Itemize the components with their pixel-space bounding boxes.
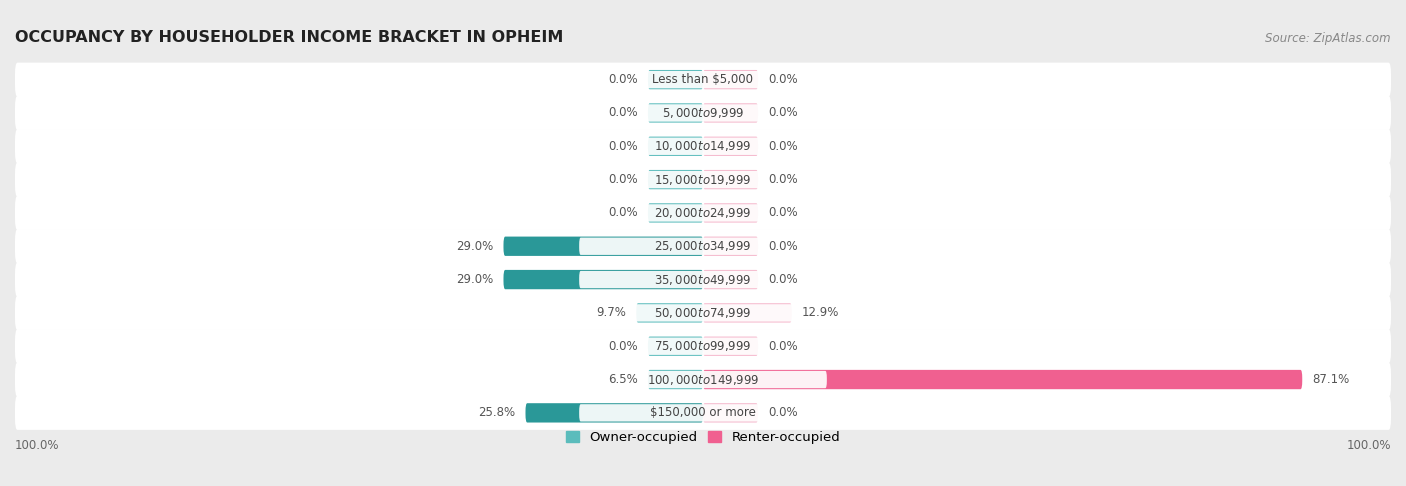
FancyBboxPatch shape <box>579 171 827 188</box>
FancyBboxPatch shape <box>15 196 1391 230</box>
FancyBboxPatch shape <box>15 363 1391 397</box>
FancyBboxPatch shape <box>579 271 827 288</box>
FancyBboxPatch shape <box>579 371 827 388</box>
Text: 0.0%: 0.0% <box>768 240 799 253</box>
Text: $75,000 to $99,999: $75,000 to $99,999 <box>654 339 752 353</box>
Text: 0.0%: 0.0% <box>607 173 638 186</box>
Text: 0.0%: 0.0% <box>768 406 799 419</box>
FancyBboxPatch shape <box>579 404 827 421</box>
FancyBboxPatch shape <box>579 104 827 122</box>
FancyBboxPatch shape <box>579 204 827 222</box>
FancyBboxPatch shape <box>703 370 1302 389</box>
Text: $25,000 to $34,999: $25,000 to $34,999 <box>654 239 752 253</box>
Text: OCCUPANCY BY HOUSEHOLDER INCOME BRACKET IN OPHEIM: OCCUPANCY BY HOUSEHOLDER INCOME BRACKET … <box>15 30 564 45</box>
Text: $150,000 or more: $150,000 or more <box>650 406 756 419</box>
FancyBboxPatch shape <box>703 303 792 323</box>
FancyBboxPatch shape <box>648 137 703 156</box>
FancyBboxPatch shape <box>579 338 827 355</box>
Text: 0.0%: 0.0% <box>607 340 638 353</box>
FancyBboxPatch shape <box>503 237 703 256</box>
FancyBboxPatch shape <box>15 296 1391 330</box>
FancyBboxPatch shape <box>703 336 758 356</box>
FancyBboxPatch shape <box>703 137 758 156</box>
FancyBboxPatch shape <box>703 170 758 189</box>
FancyBboxPatch shape <box>648 203 703 223</box>
FancyBboxPatch shape <box>579 71 827 88</box>
FancyBboxPatch shape <box>15 229 1391 263</box>
Text: 0.0%: 0.0% <box>607 73 638 86</box>
FancyBboxPatch shape <box>703 70 758 89</box>
Text: $20,000 to $24,999: $20,000 to $24,999 <box>654 206 752 220</box>
Text: 29.0%: 29.0% <box>456 240 494 253</box>
Text: 0.0%: 0.0% <box>768 207 799 219</box>
Text: 0.0%: 0.0% <box>607 140 638 153</box>
FancyBboxPatch shape <box>579 304 827 322</box>
FancyBboxPatch shape <box>648 170 703 189</box>
Text: 0.0%: 0.0% <box>768 140 799 153</box>
Text: 0.0%: 0.0% <box>768 73 799 86</box>
FancyBboxPatch shape <box>15 63 1391 97</box>
Text: $50,000 to $74,999: $50,000 to $74,999 <box>654 306 752 320</box>
FancyBboxPatch shape <box>15 262 1391 296</box>
Text: $15,000 to $19,999: $15,000 to $19,999 <box>654 173 752 187</box>
FancyBboxPatch shape <box>579 238 827 255</box>
Text: Less than $5,000: Less than $5,000 <box>652 73 754 86</box>
FancyBboxPatch shape <box>703 203 758 223</box>
Text: 87.1%: 87.1% <box>1313 373 1350 386</box>
Text: 100.0%: 100.0% <box>15 439 59 452</box>
Text: $5,000 to $9,999: $5,000 to $9,999 <box>662 106 744 120</box>
Text: 0.0%: 0.0% <box>768 106 799 120</box>
FancyBboxPatch shape <box>15 129 1391 163</box>
FancyBboxPatch shape <box>648 336 703 356</box>
FancyBboxPatch shape <box>648 104 703 122</box>
Text: 0.0%: 0.0% <box>768 273 799 286</box>
Text: 12.9%: 12.9% <box>801 306 839 319</box>
FancyBboxPatch shape <box>15 396 1391 430</box>
Text: 0.0%: 0.0% <box>607 207 638 219</box>
FancyBboxPatch shape <box>648 70 703 89</box>
Text: 29.0%: 29.0% <box>456 273 494 286</box>
FancyBboxPatch shape <box>703 270 758 289</box>
FancyBboxPatch shape <box>15 163 1391 197</box>
Text: 100.0%: 100.0% <box>1347 439 1391 452</box>
Text: Source: ZipAtlas.com: Source: ZipAtlas.com <box>1265 32 1391 45</box>
FancyBboxPatch shape <box>526 403 703 422</box>
FancyBboxPatch shape <box>15 329 1391 363</box>
Text: 0.0%: 0.0% <box>607 106 638 120</box>
Text: $35,000 to $49,999: $35,000 to $49,999 <box>654 273 752 287</box>
Legend: Owner-occupied, Renter-occupied: Owner-occupied, Renter-occupied <box>565 431 841 444</box>
FancyBboxPatch shape <box>648 370 703 389</box>
Text: $100,000 to $149,999: $100,000 to $149,999 <box>647 373 759 386</box>
Text: 25.8%: 25.8% <box>478 406 515 419</box>
FancyBboxPatch shape <box>703 237 758 256</box>
Text: 9.7%: 9.7% <box>596 306 626 319</box>
FancyBboxPatch shape <box>579 138 827 155</box>
FancyBboxPatch shape <box>15 96 1391 130</box>
Text: 6.5%: 6.5% <box>607 373 638 386</box>
FancyBboxPatch shape <box>503 270 703 289</box>
Text: 0.0%: 0.0% <box>768 340 799 353</box>
FancyBboxPatch shape <box>703 104 758 122</box>
FancyBboxPatch shape <box>637 303 703 323</box>
FancyBboxPatch shape <box>703 403 758 422</box>
Text: $10,000 to $14,999: $10,000 to $14,999 <box>654 139 752 153</box>
Text: 0.0%: 0.0% <box>768 173 799 186</box>
